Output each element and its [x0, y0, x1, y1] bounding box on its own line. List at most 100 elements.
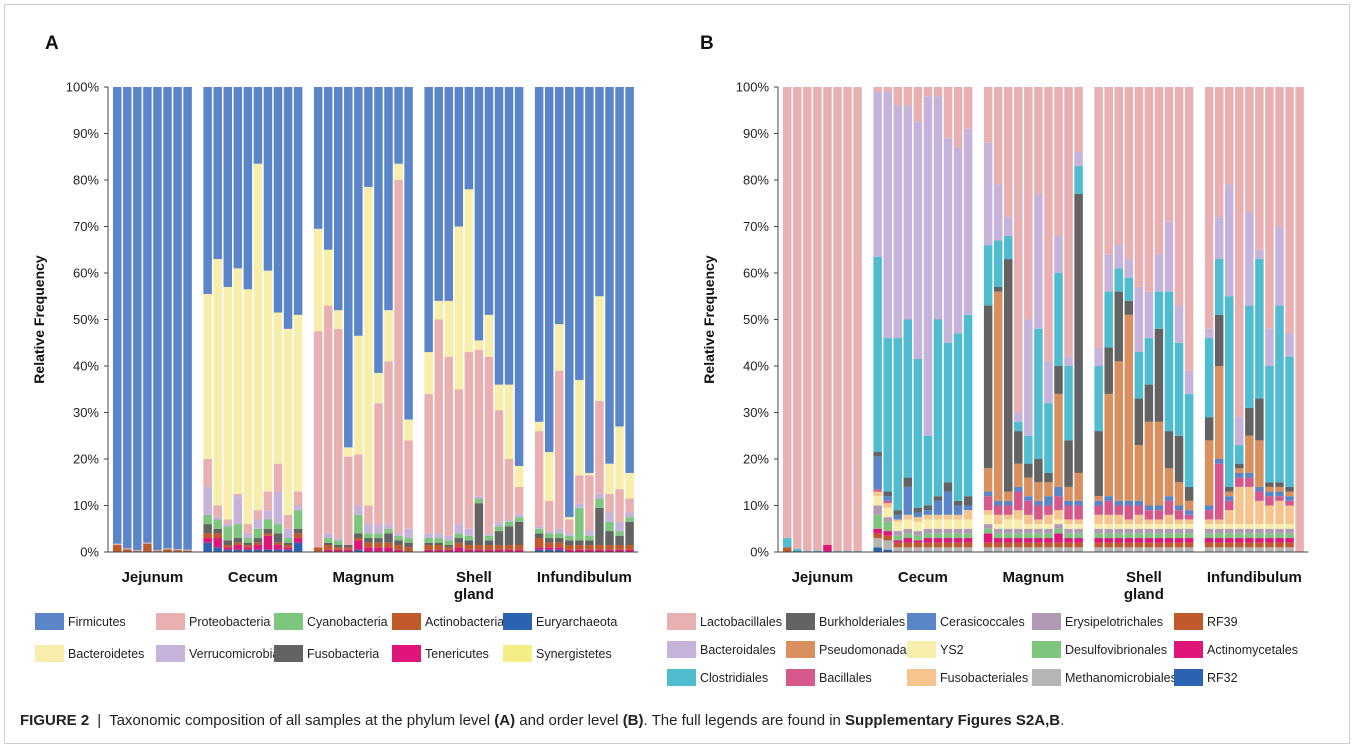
bar-segment-desulfovibrionales: [1154, 533, 1164, 539]
legend-swatch: [1174, 641, 1203, 658]
bar-segment-lactobacillales: [1295, 87, 1304, 552]
bar-segment-tenericutes: [424, 549, 433, 552]
y-tick-label: 80%: [73, 173, 99, 188]
bar-segment-cerasicoccales: [1034, 500, 1043, 506]
bar-segment-tenericutes: [394, 549, 403, 552]
bar-segment-erysipelotrichales: [1094, 528, 1103, 534]
bar-segment-clostridiales: [1174, 342, 1184, 436]
bar-segment-bacteroidales: [963, 128, 973, 315]
bar-segment-actinomycetales: [1235, 538, 1244, 543]
bar-segment-bacillales: [1024, 500, 1033, 515]
bar-segment-tenericutes: [434, 549, 443, 552]
bar-segment-bacteroidetes: [454, 226, 464, 390]
bar-segment-clostridiales: [1204, 338, 1214, 418]
bar-segment-rf39: [1004, 542, 1013, 548]
bar-segment-tenericutes: [544, 547, 554, 550]
bar-segment-bacteroidetes: [555, 324, 564, 371]
bar-segment-pseudomonadales: [1134, 445, 1144, 501]
bar-segment-desulfovibrionales: [1265, 533, 1274, 539]
y-tick-label: 60%: [73, 266, 99, 281]
sample-bar: [273, 87, 283, 552]
bar-segment-proteobacteria: [223, 519, 232, 525]
bar-segment-tenericutes: [595, 549, 604, 552]
bar-segment-actinomycetales: [1225, 538, 1234, 543]
bar-segment-methanomicrobiales: [1204, 547, 1214, 552]
bar-segment-clostridiales: [1074, 166, 1083, 194]
bar-segment-rf39: [1275, 542, 1284, 548]
bar-segment-bacillales: [1245, 477, 1254, 487]
bar-segment-rf39: [903, 542, 913, 548]
bar-segment-actinobacteria: [394, 545, 403, 550]
bar-segment-firmicutes: [585, 87, 594, 473]
sample-bar: [1064, 87, 1073, 552]
sample-bar: [1004, 87, 1013, 552]
sample-bar: [1265, 87, 1274, 552]
sample-bar: [434, 87, 443, 552]
bar-segment-desulfovibrionales: [883, 521, 892, 532]
bar-segment-fusobacteriales: [1114, 514, 1123, 525]
bar-segment-erysipelotrichales: [1255, 528, 1264, 534]
bar-segment-burkholderiales: [1104, 347, 1113, 394]
bar-segment-desulfovibrionales: [1024, 533, 1033, 539]
bar-segment-actinobacteria: [474, 545, 484, 550]
bar-segment-clostridiales: [873, 256, 882, 453]
bar-segment-lactobacillales: [1034, 87, 1043, 194]
bar-segment-firmicutes: [203, 87, 212, 294]
bar-segment-ys2: [1164, 524, 1174, 529]
bar-segment-verrucomicrobia: [233, 496, 243, 525]
bar-segment-cyanobacteria: [544, 533, 554, 539]
bar-segment-burkholderiales: [893, 510, 902, 515]
bar-segment-fusobacteria: [605, 531, 614, 546]
bar-segment-desulfovibrionales: [1034, 533, 1043, 539]
bar-segment-proteobacteria: [625, 498, 634, 513]
sample-bar: [424, 87, 433, 552]
bar-segment-firmicutes: [293, 87, 303, 315]
sample-bar: [1014, 87, 1023, 552]
bar-segment-tenericutes: [213, 538, 222, 548]
bar-segment-desulfovibrionales: [993, 533, 1003, 539]
bar-segment-bacteroidales: [1074, 152, 1083, 167]
bar-segment-actinobacteria: [203, 533, 212, 539]
bar-segment-bacillales: [883, 500, 892, 504]
bar-segment-actinobacteria: [354, 538, 363, 541]
bar-segment-fusobacteriales: [983, 510, 993, 515]
legend: Lactobacillales Burkholderiales Cerasicocc…: [667, 613, 1298, 686]
sample-bar: [1044, 87, 1053, 552]
bar-segment-actinobacteria: [253, 542, 263, 546]
bar-segment-fusobacteriales: [1064, 519, 1073, 525]
bar-segment-rf39: [913, 542, 923, 548]
bar-segment-burkholderiales: [963, 496, 973, 506]
bar-segment-proteobacteria: [203, 459, 212, 487]
bar-segment-fusobacteriales: [1094, 514, 1103, 525]
legend-label: Erysipelotrichales: [1065, 615, 1163, 629]
bar-segment-tenericutes: [625, 549, 634, 552]
bar-segment-clostridiales: [1225, 296, 1234, 487]
bar-segment-bacteroidetes: [394, 163, 403, 180]
bar-segment-bacillales: [1184, 514, 1194, 520]
bar-segment-clostridiales: [1245, 305, 1254, 408]
bar-segment-fusobacteriales: [1184, 519, 1194, 525]
bar-segment-verrucomicrobia: [615, 521, 624, 532]
bar-segment-actinomycetales: [953, 538, 963, 543]
bar-segment-lactobacillales: [983, 87, 993, 143]
bar-segment-rf39: [873, 533, 882, 539]
bar-segment-fusobacteriales: [1074, 519, 1083, 525]
bar-segment-actinobacteria: [575, 545, 584, 550]
legend-swatch: [35, 645, 64, 662]
bar-segment-verrucomicrobia: [585, 531, 594, 536]
bar-segment-desulfovibrionales: [1104, 533, 1113, 539]
bar-segment-actinomycetales: [1214, 538, 1224, 543]
bar-segment-actinomycetales: [933, 538, 943, 543]
bar-segment-lactobacillales: [1184, 87, 1194, 371]
bar-segment-actinomycetales: [1245, 538, 1254, 543]
bar-segment-clostridiales: [1235, 445, 1244, 464]
legend-item-euryarchaeota: Euryarchaeota: [503, 613, 617, 630]
bar-segment-verrucomicrobia: [334, 538, 343, 541]
bar-segment-rf39: [1034, 542, 1043, 548]
legend-item-synergistetes: Synergistetes: [503, 645, 612, 662]
bar-segment-actinobacteria: [334, 547, 343, 550]
bar-segment-cyanobacteria: [223, 526, 232, 541]
bar-segment-cyanobacteria: [444, 540, 453, 546]
y-tick-label: 0%: [80, 545, 99, 560]
bar-segment-fusobacteria: [213, 528, 222, 534]
